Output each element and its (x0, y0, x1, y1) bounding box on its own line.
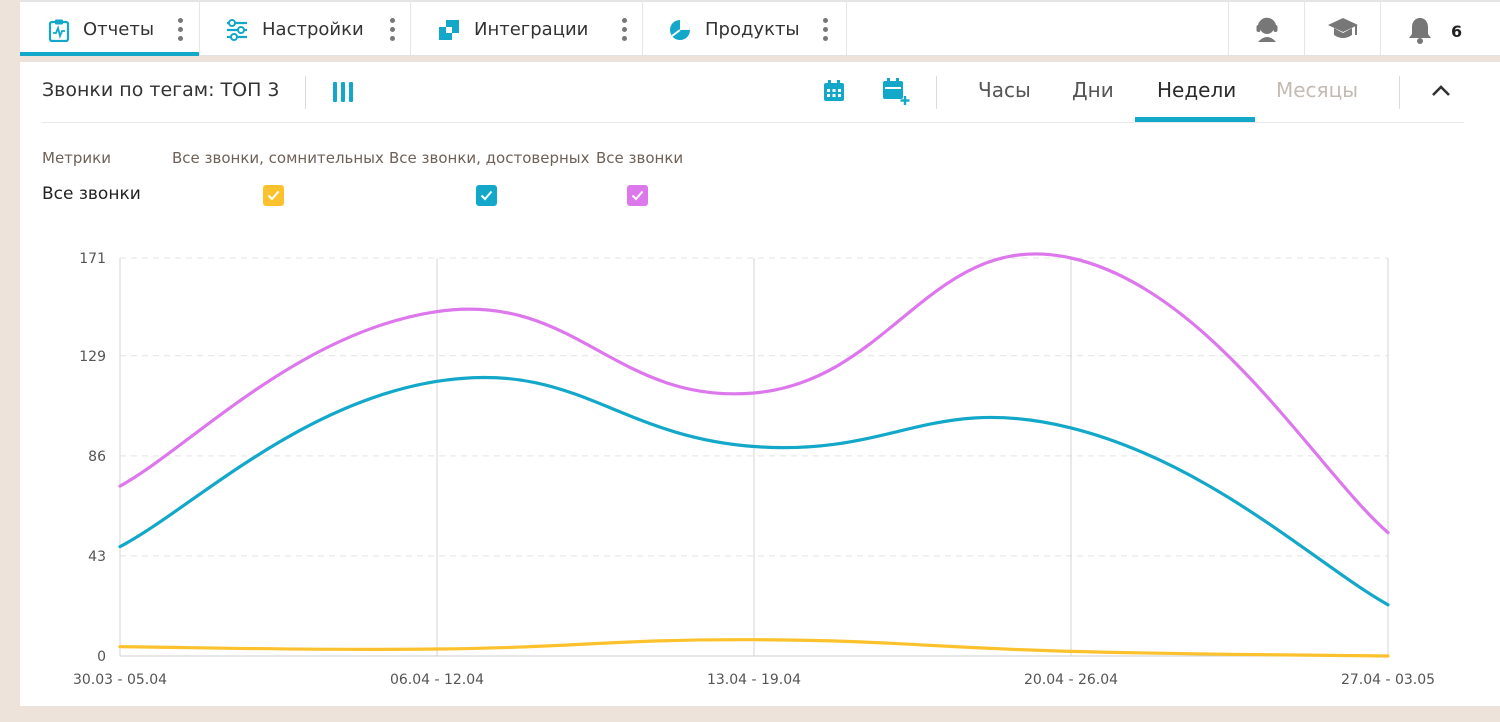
support-agent-icon (1256, 17, 1277, 42)
tab-integrations-more-icon[interactable] (620, 18, 628, 44)
divider (1399, 76, 1400, 109)
line-chart: 0 43 86 129 171 30.03 - 05.04 06.04 - 12.04 13… (73, 251, 1435, 688)
period-weeks[interactable]: Недели (1157, 78, 1237, 102)
y-tick-label: 129 (79, 349, 106, 365)
check-icon (480, 190, 493, 201)
report-panel: Звонки по тегам: ТОП 3 Часы Дни Недели М… (20, 62, 1500, 706)
y-tick-label: 0 (97, 649, 106, 665)
tab-settings-more-icon[interactable] (388, 18, 396, 44)
support-button[interactable] (1228, 2, 1304, 55)
graduation-cap-icon (1327, 17, 1358, 38)
divider (305, 76, 306, 109)
x-tick-label: 06.04 - 12.04 (390, 672, 484, 688)
x-tick-label: 13.04 - 19.04 (707, 672, 801, 688)
period-hours[interactable]: Часы (978, 78, 1031, 102)
period-months[interactable]: Месяцы (1276, 78, 1358, 102)
bell-icon (1409, 18, 1431, 44)
y-tick-label: 86 (88, 449, 106, 465)
tab-reports[interactable]: Отчеты (20, 2, 200, 56)
metric-column-all: Все звонки (596, 149, 684, 167)
tab-integrations[interactable]: Интеграции (411, 2, 643, 55)
sliders-icon (227, 19, 247, 41)
check-icon (267, 190, 280, 201)
series-line-2 (118, 252, 1390, 535)
clipboard-chart-icon (48, 19, 70, 42)
x-tick-label: 30.03 - 05.04 (73, 672, 167, 688)
x-tick-label: 20.04 - 26.04 (1024, 672, 1118, 688)
integration-blocks-icon (439, 20, 459, 40)
metrics-header: Метрики (42, 149, 111, 167)
tab-integrations-label: Интеграции (474, 19, 589, 40)
pie-chart-icon (670, 20, 690, 40)
tab-reports-label: Отчеты (83, 19, 155, 40)
chevron-up-icon[interactable] (1430, 83, 1452, 97)
panel-title: Звонки по тегам: ТОП 3 (42, 79, 280, 101)
metric-column-reliable: Все звонки, достоверных (389, 149, 590, 167)
checkbox-dubious[interactable] (263, 185, 284, 206)
active-period-indicator (1135, 117, 1255, 123)
calendar-icon[interactable] (823, 80, 845, 102)
tab-reports-more-icon[interactable] (176, 18, 184, 44)
tab-products-label: Продукты (705, 19, 800, 40)
tab-products[interactable]: Продукты (643, 2, 847, 55)
y-tick-label: 43 (88, 549, 106, 565)
period-days[interactable]: Дни (1072, 78, 1114, 102)
series-line-1 (118, 375, 1390, 607)
checkbox-all[interactable] (627, 185, 648, 206)
notification-count: 6 (1451, 22, 1463, 41)
header-divider (42, 122, 1464, 123)
tab-settings[interactable]: Настройки (200, 2, 411, 55)
divider (936, 76, 937, 109)
calendar-add-icon[interactable] (882, 77, 910, 105)
tab-products-more-icon[interactable] (821, 18, 829, 44)
metric-row-label: Все звонки (42, 184, 141, 204)
series-line-0 (118, 638, 1390, 658)
top-navigation: Отчеты Настройки Интеграции Продукты (20, 0, 1500, 56)
tab-settings-label: Настройки (262, 19, 364, 40)
check-icon (631, 190, 644, 201)
columns-toggle-icon[interactable] (331, 82, 355, 102)
metric-column-dubious: Все звонки, сомнительных (172, 149, 384, 167)
checkbox-reliable[interactable] (476, 185, 497, 206)
y-tick-label: 171 (79, 251, 106, 267)
notifications-button[interactable]: 6 (1380, 2, 1500, 55)
learning-button[interactable] (1304, 2, 1380, 55)
x-tick-label: 27.04 - 03.05 (1341, 672, 1435, 688)
